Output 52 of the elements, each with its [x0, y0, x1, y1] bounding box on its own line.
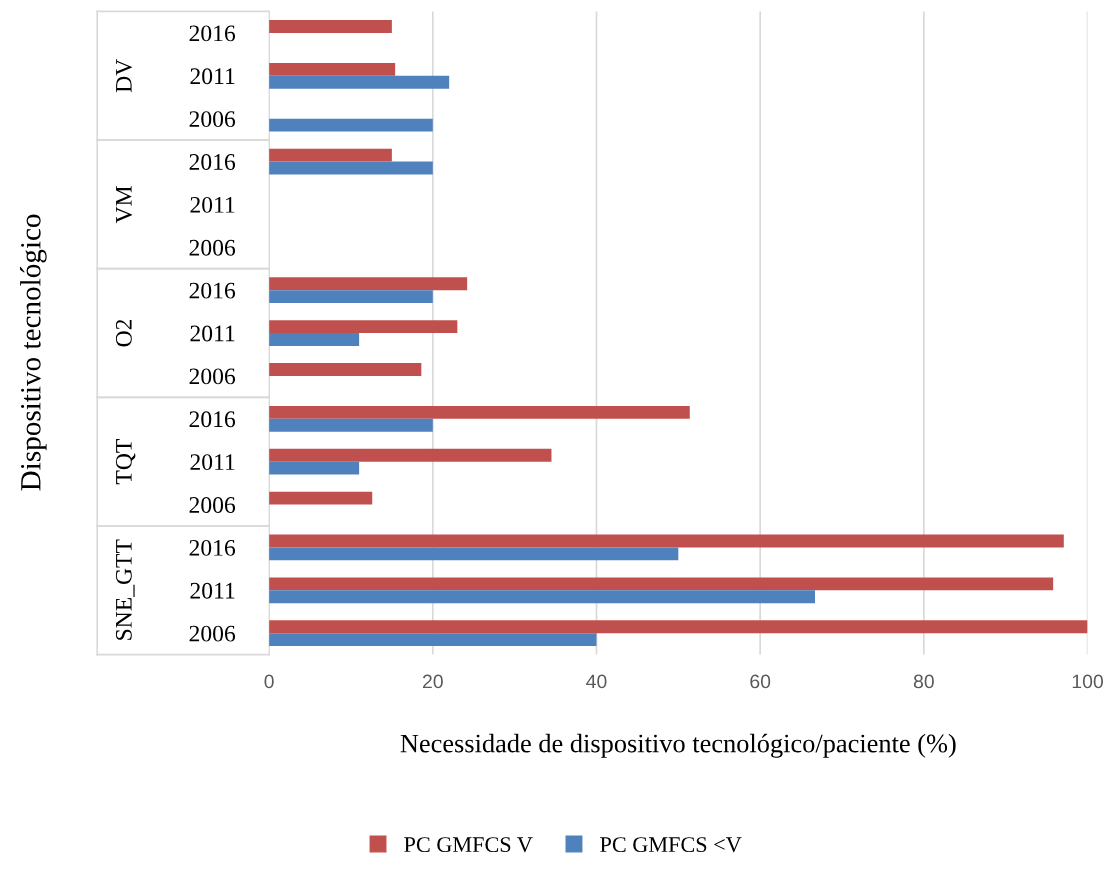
bar — [269, 277, 468, 291]
bar — [269, 577, 1054, 591]
bar — [269, 633, 597, 647]
bar — [269, 333, 360, 346]
bar — [269, 290, 433, 304]
bar — [269, 448, 552, 462]
y-tick-label: 2011 — [190, 325, 235, 342]
bar — [269, 118, 433, 132]
x-tick-label: 60 — [750, 674, 771, 689]
bar — [269, 62, 396, 76]
bar — [269, 20, 392, 33]
bar — [269, 363, 422, 376]
bar — [269, 148, 392, 162]
bar — [269, 491, 373, 505]
y-tick-label: 2016 — [189, 282, 236, 299]
y-tick-label: 2011 — [190, 68, 235, 85]
x-tick-label: 40 — [586, 674, 607, 689]
y-axis-title: Dispositivo tecnológico — [20, 214, 47, 491]
bar — [269, 418, 433, 432]
text: SNE_GTT — [115, 539, 135, 640]
x-axis-title: Necessidade de dispositivo tecnológico/paciente (%) — [400, 733, 956, 758]
text: VM — [116, 186, 132, 224]
bar — [269, 461, 360, 475]
text: TQT — [115, 439, 136, 485]
legend-label: PC GMFCS <V — [600, 837, 742, 853]
y-tick-label: 2006 — [189, 497, 236, 513]
x-tick-label: 100 — [1072, 674, 1103, 689]
x-tick-label: 80 — [913, 674, 934, 689]
bar — [269, 320, 458, 334]
y-tick-label: 2006 — [189, 111, 236, 128]
text: O2 — [115, 319, 132, 347]
x-tick-label: 0 — [264, 674, 274, 689]
y-tick-label: 2006 — [189, 368, 236, 385]
bar — [269, 161, 433, 175]
x-tick-label: 20 — [422, 674, 443, 689]
y-tick-label: 2011 — [190, 196, 235, 213]
y-tick-label: 2016 — [189, 154, 236, 170]
y-tick-label: 2011 — [190, 582, 235, 599]
bar — [269, 75, 450, 89]
legend-label: PC GMFCS V — [404, 837, 533, 853]
bar — [269, 590, 815, 604]
y-tick-label: 2011 — [190, 454, 235, 471]
text: DV — [116, 58, 132, 93]
bar — [269, 620, 1088, 634]
bar — [269, 547, 679, 561]
y-tick-label: 2006 — [189, 625, 236, 642]
bar — [269, 405, 690, 419]
bar — [269, 534, 1064, 548]
y-tick-label: 2016 — [189, 411, 236, 428]
y-tick-label: 2016 — [189, 25, 236, 42]
y-tick-label: 2006 — [189, 239, 236, 256]
y-tick-label: 2016 — [189, 539, 236, 556]
